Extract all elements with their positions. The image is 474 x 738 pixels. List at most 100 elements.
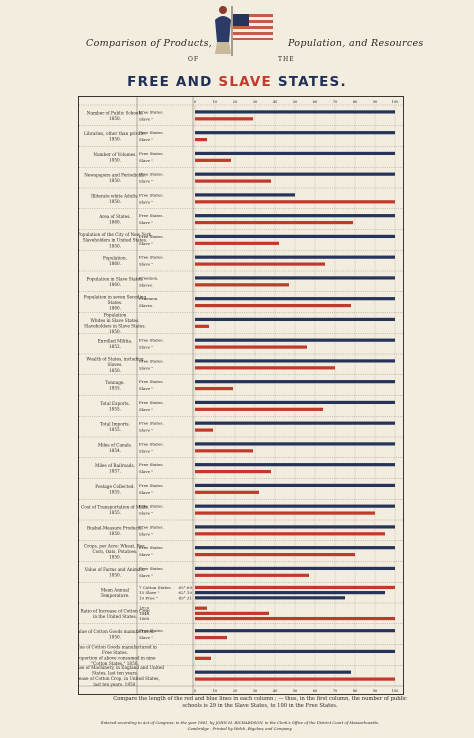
bar bbox=[195, 611, 269, 615]
series-label: Slave " bbox=[139, 407, 153, 412]
series-label: 1840. bbox=[139, 611, 150, 616]
row-label: 1850. bbox=[109, 368, 121, 373]
row-label: 1855. bbox=[109, 406, 121, 411]
value-label: 65°.69 bbox=[179, 585, 193, 590]
row-label: Population of the City of New York. bbox=[79, 232, 152, 237]
row-label: 1850. bbox=[109, 137, 121, 142]
x-tick-bottom: 80 bbox=[353, 689, 358, 693]
chart: 0 0 10 10 20 20 30 30 40 40 50 50 60 60 70 70 80 80 90 90 10… bbox=[79, 97, 403, 694]
series-label: Free States. bbox=[139, 483, 164, 488]
row-label: States. bbox=[108, 300, 123, 305]
series-label: 19 Free " bbox=[139, 595, 158, 600]
series-label: Slave " bbox=[139, 345, 153, 350]
series-label: Free States. bbox=[139, 172, 164, 177]
row-label: Number of Public Schools. bbox=[87, 110, 144, 115]
bar bbox=[195, 359, 395, 363]
series-label: Free States. bbox=[139, 338, 164, 343]
row-label: Population in seven Seceding bbox=[84, 294, 147, 299]
x-tick-top: 30 bbox=[253, 100, 258, 104]
bar bbox=[195, 303, 351, 308]
series-label: Free States. bbox=[139, 151, 164, 156]
x-tick-bottom: 60 bbox=[313, 689, 318, 693]
row-label: 1852. bbox=[109, 344, 121, 349]
series-label: Slave " bbox=[139, 116, 153, 121]
series-label: 1820. bbox=[139, 606, 150, 611]
row-label: 1850. bbox=[109, 178, 121, 183]
x-tick-top: 80 bbox=[353, 100, 358, 104]
row-label: Population bbox=[104, 312, 127, 317]
x-tick-top: 60 bbox=[313, 100, 318, 104]
row-label: States, last ten years. bbox=[92, 671, 138, 676]
series-label: Slave " bbox=[139, 386, 153, 391]
bar bbox=[195, 338, 395, 342]
row-label: Ratio of Increase of Cotton Crop bbox=[80, 608, 149, 613]
bar bbox=[195, 172, 395, 176]
series-label: Freemen. bbox=[139, 296, 158, 301]
x-tick-bottom: 50 bbox=[293, 689, 298, 693]
bar bbox=[195, 324, 209, 328]
bar bbox=[195, 449, 253, 453]
row-label: Free States. bbox=[102, 650, 128, 655]
x-tick-bottom: 90 bbox=[373, 689, 378, 693]
bar bbox=[195, 193, 295, 197]
row-label: 1855. bbox=[109, 489, 121, 494]
row-label: Value of Cotton Goods manufactured. bbox=[79, 629, 155, 634]
series-label: Slave " bbox=[139, 448, 153, 453]
row-label: Newspapers and Periodicals. bbox=[84, 173, 146, 178]
row-label: Value of Farms and Animals. bbox=[84, 567, 146, 572]
bar bbox=[195, 546, 395, 550]
series-label: Free States. bbox=[139, 400, 164, 405]
bar bbox=[195, 276, 395, 280]
bar bbox=[195, 670, 351, 674]
series-label: Free States. bbox=[139, 213, 164, 218]
row-label: Miles of Railroads. bbox=[95, 463, 135, 468]
x-tick-top: 20 bbox=[233, 100, 238, 104]
row-label: Slaves. bbox=[107, 362, 122, 367]
bar bbox=[195, 400, 395, 405]
row-label: Area of States. bbox=[98, 214, 130, 219]
series-label: Free States. bbox=[139, 504, 164, 509]
bar bbox=[195, 262, 325, 266]
row-label: 1850. bbox=[109, 572, 121, 577]
row-label: 1850. bbox=[109, 635, 121, 640]
bar bbox=[195, 635, 227, 640]
x-tick-top: 10 bbox=[213, 100, 218, 104]
row-label: in the United States. bbox=[93, 614, 137, 619]
series-label: Free States. bbox=[139, 109, 164, 114]
series-label: Free States. bbox=[139, 421, 164, 426]
bar bbox=[195, 596, 345, 600]
row-label: 1860. bbox=[109, 261, 121, 266]
row-label: Corn, Oats, Potatoes. bbox=[92, 549, 137, 554]
flag-eagle-emblem bbox=[215, 6, 273, 56]
row-label: Total Imports. bbox=[100, 422, 130, 427]
row-label: Temperature. bbox=[101, 593, 130, 598]
series-label: Free States. bbox=[139, 255, 164, 260]
series-label: Slave " bbox=[139, 137, 153, 142]
series-label: Slave " bbox=[139, 158, 153, 163]
title-slave: SLAVE bbox=[218, 74, 272, 90]
series-label: Slave " bbox=[139, 220, 153, 225]
series-label: Slave " bbox=[139, 552, 153, 557]
x-tick-top: 100 bbox=[392, 100, 400, 104]
title-the: THE bbox=[278, 56, 295, 63]
bar bbox=[195, 234, 395, 239]
bar bbox=[195, 585, 395, 590]
copyright-notice: Entered according to Act of Congress, in… bbox=[100, 720, 380, 725]
series-label: Free States. bbox=[139, 566, 164, 571]
series-label: Slave " bbox=[139, 199, 153, 204]
series-label: Slave " bbox=[139, 573, 153, 578]
row-label: 1850. bbox=[109, 243, 121, 248]
bar bbox=[195, 345, 307, 349]
bar bbox=[195, 525, 395, 529]
x-tick-bottom: 40 bbox=[273, 689, 278, 693]
bar bbox=[195, 616, 395, 621]
x-tick-bottom: 10 bbox=[213, 689, 218, 693]
row-label: Libraries, other than private. bbox=[84, 131, 146, 136]
title-left: Comparison of Products, bbox=[86, 38, 213, 49]
bar bbox=[195, 421, 395, 425]
series-label: Free States. bbox=[139, 192, 164, 197]
bar bbox=[195, 214, 395, 218]
row-label: Mean Annual bbox=[101, 588, 130, 593]
bar bbox=[195, 220, 353, 225]
